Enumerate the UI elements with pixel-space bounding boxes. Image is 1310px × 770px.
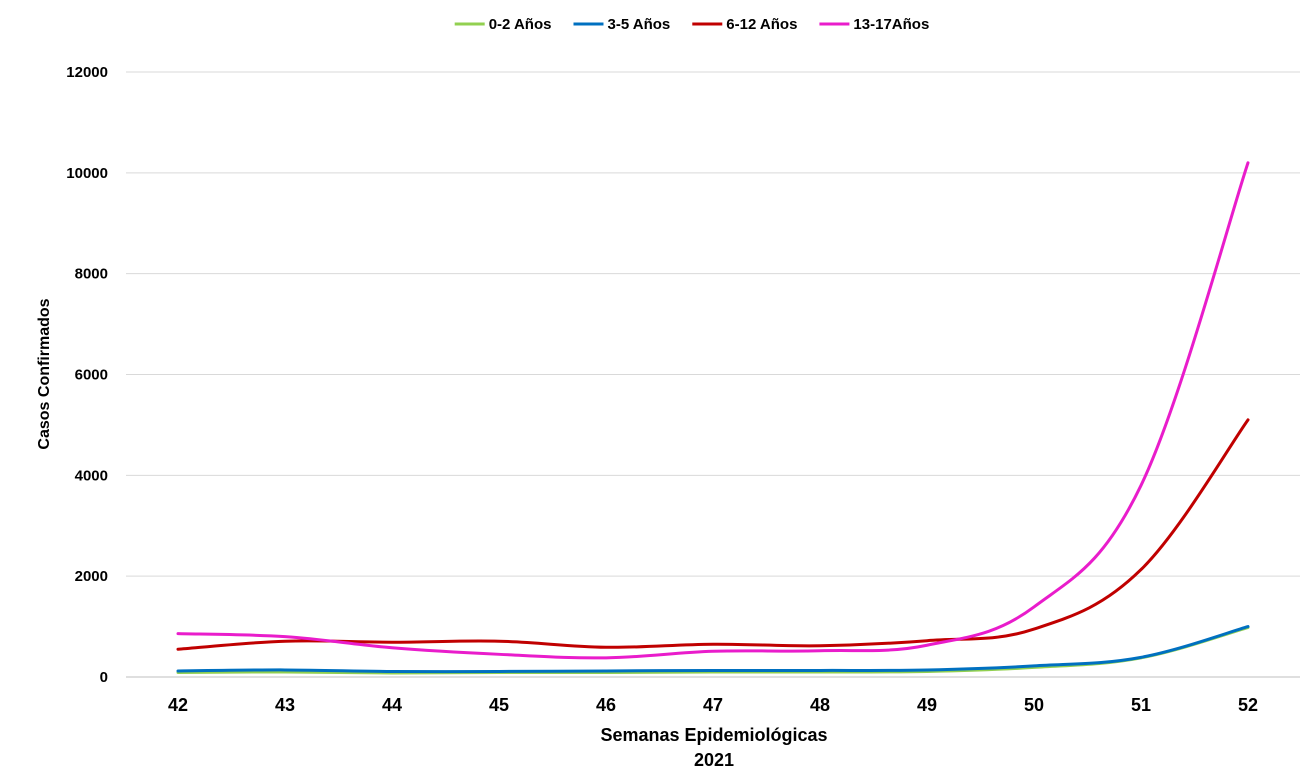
x-axis-ticks: 42 43 44 45 46 47 48 49 50 51 52 <box>168 695 1258 715</box>
y-axis-title: Casos Confirmados <box>36 298 53 449</box>
series-line-3-5-a-os <box>176 625 1250 674</box>
series-lines <box>176 161 1250 675</box>
series-line-6-12-a-os <box>176 418 1250 651</box>
x-tick-label: 50 <box>1024 695 1044 715</box>
x-axis-subtitle: 2021 <box>694 750 734 770</box>
x-tick-label: 46 <box>596 695 616 715</box>
legend: 0-2 Años 3-5 Años 6-12 Años 13-17Años <box>454 16 929 33</box>
legend-label: 0-2 Años <box>489 16 552 33</box>
y-tick-label: 2000 <box>75 568 108 585</box>
legend-label: 6-12 Años <box>726 16 797 33</box>
y-tick-label: 4000 <box>75 467 108 484</box>
x-tick-label: 42 <box>168 695 188 715</box>
x-tick-label: 48 <box>810 695 830 715</box>
x-tick-label: 52 <box>1238 695 1258 715</box>
y-tick-label: 6000 <box>75 367 108 384</box>
x-tick-label: 45 <box>489 695 509 715</box>
x-tick-label: 47 <box>703 695 723 715</box>
x-tick-label: 49 <box>917 695 937 715</box>
y-tick-label: 12000 <box>66 64 108 81</box>
legend-label: 3-5 Años <box>607 16 670 33</box>
series-line-13-17a-os <box>176 161 1250 660</box>
legend-label: 13-17Años <box>853 16 929 33</box>
x-axis-title: Semanas Epidemiológicas <box>600 725 827 745</box>
x-tick-label: 44 <box>382 695 402 715</box>
x-tick-label: 43 <box>275 695 295 715</box>
y-tick-label: 0 <box>100 669 108 686</box>
gridlines <box>126 71 1300 678</box>
x-tick-label: 51 <box>1131 695 1151 715</box>
y-axis-ticks: 0 2000 4000 6000 8000 10000 12000 <box>66 64 108 686</box>
y-tick-label: 8000 <box>75 266 108 283</box>
y-tick-label: 10000 <box>66 165 108 182</box>
